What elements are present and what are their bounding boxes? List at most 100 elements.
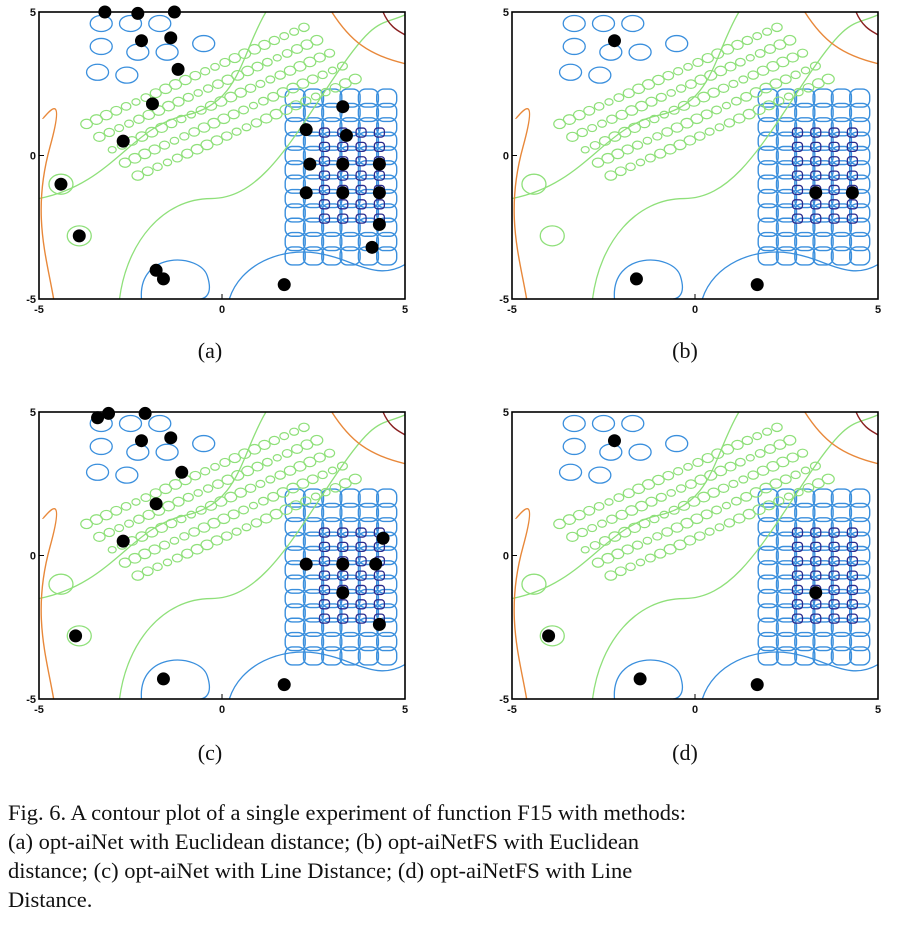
contour-loop	[714, 523, 725, 532]
contour-line	[118, 414, 405, 699]
contour-loop	[622, 88, 635, 99]
contour-loop	[775, 617, 798, 637]
contour-loop	[357, 174, 380, 194]
contour-loop	[747, 470, 759, 480]
contour-loop	[812, 88, 834, 108]
contour-loop	[217, 113, 231, 125]
contour-loop	[757, 531, 779, 551]
contour-loop-inner	[791, 541, 804, 553]
contour-loop	[207, 517, 221, 529]
contour-loop	[321, 145, 343, 166]
contour-lines	[512, 12, 878, 299]
contour-loop	[376, 646, 398, 666]
contour-loop	[48, 173, 74, 195]
contour-loop	[128, 552, 142, 564]
contour-loop	[558, 63, 583, 81]
contour-loop	[212, 479, 224, 490]
contour-loop	[717, 83, 730, 94]
contour-loop	[830, 517, 853, 537]
contour-loop-inner	[846, 541, 859, 553]
contour-loop	[89, 14, 113, 33]
contour-loop-inner	[791, 613, 804, 624]
contour-loop	[622, 488, 635, 499]
contour-loop	[763, 44, 777, 54]
contour-loop	[320, 87, 331, 97]
contour-loop	[762, 27, 773, 36]
contour-loop-inner	[810, 599, 822, 610]
contour-loop	[376, 531, 398, 551]
contour-loop-inner	[846, 199, 859, 210]
contour-loop	[721, 101, 732, 110]
contour-loop	[202, 484, 214, 493]
contour-loop-inner	[846, 570, 859, 581]
contour-loop	[103, 527, 115, 538]
contour-loop-inner	[337, 541, 349, 553]
contour-loop-inner	[355, 184, 367, 196]
contour-loop-inner	[355, 527, 367, 538]
contour-loop	[310, 34, 324, 46]
x-tick-label: 0	[219, 704, 225, 716]
optimum-marker	[336, 157, 350, 171]
contour-loop	[775, 517, 798, 537]
contour-loop	[728, 479, 739, 489]
contour-loop	[733, 513, 746, 524]
contour-loop	[284, 502, 306, 523]
contour-loop	[757, 102, 779, 123]
contour-loop-inner	[318, 613, 331, 624]
contour-loop	[260, 513, 273, 524]
contour-loop	[766, 460, 780, 472]
contour-loop	[790, 70, 801, 80]
contour-loop	[336, 61, 348, 71]
contour-loop	[670, 122, 684, 133]
contour-loop	[775, 246, 798, 266]
contour-loop	[613, 93, 625, 103]
contour-loop	[251, 61, 264, 72]
contour-loop	[763, 444, 777, 454]
contour-loop	[321, 531, 343, 551]
contour-line	[331, 12, 405, 65]
contour-loop	[704, 469, 718, 481]
contour-loop-inner	[373, 141, 386, 153]
contour-loop-inner	[846, 156, 859, 167]
contour-loop	[376, 631, 398, 652]
contour-loop	[284, 545, 306, 566]
y-tick-label: 0	[503, 551, 509, 563]
contour-loop-inner	[810, 541, 822, 553]
y-tick-label: 5	[30, 7, 36, 19]
contour-loop	[812, 102, 834, 123]
contour-loop	[115, 66, 139, 84]
contour-loop-inner	[373, 170, 386, 181]
contour-loop	[298, 22, 310, 33]
x-tick-label: 5	[875, 704, 881, 716]
contour-loop	[181, 148, 194, 159]
contour-loop	[693, 531, 706, 541]
contour-loop-inner	[355, 570, 367, 581]
optimum-marker	[372, 186, 386, 200]
optimum-marker	[72, 229, 86, 243]
contour-loop	[158, 140, 171, 150]
contour-loop-inner	[810, 141, 822, 153]
caption-line-4: Distance.	[8, 887, 93, 912]
y-tick-label: -5	[499, 294, 509, 306]
contour-loop	[794, 646, 816, 666]
contour-line	[228, 651, 405, 699]
panel-label-a: (a)	[198, 338, 222, 363]
contour-loop	[830, 617, 853, 637]
contour-loop	[775, 574, 798, 594]
contour-line	[140, 259, 210, 299]
contour-loop	[779, 74, 792, 85]
contour-loop	[281, 48, 293, 58]
contour-loop	[849, 517, 871, 537]
panel-label-c: (c)	[198, 740, 222, 765]
contour-loop	[85, 463, 110, 481]
contour-loop	[200, 66, 211, 76]
panel-b: -5 0 5 5 0 -5 (b)	[499, 7, 881, 363]
optimum-marker	[131, 6, 145, 20]
contour-loop	[212, 79, 224, 90]
contour-loop-inner	[846, 599, 859, 610]
contour-loop	[302, 203, 325, 223]
contour-loop-inner	[846, 584, 859, 596]
contour-line	[228, 251, 405, 299]
contour-loop	[690, 113, 704, 125]
contour-loop	[663, 143, 677, 155]
